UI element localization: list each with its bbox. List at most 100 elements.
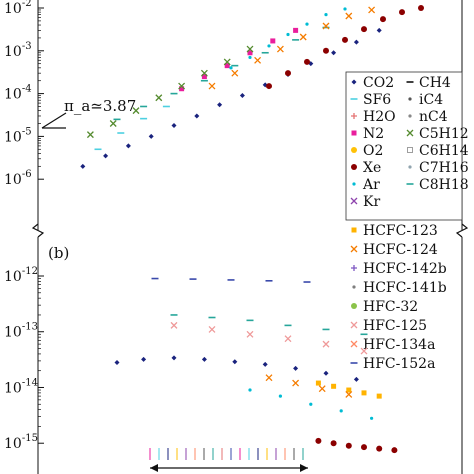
- legend-box: [345, 71, 463, 221]
- y-tick-exponent: -3: [22, 41, 32, 52]
- y-tick-label: 10-3: [4, 41, 32, 60]
- point-co2: [239, 93, 245, 99]
- legend-label-c8h18: C8H18: [419, 177, 469, 193]
- legend-label-ar: Ar: [362, 177, 380, 193]
- y-tick-exponent: -12: [22, 266, 38, 277]
- point-hcfc-124: [299, 33, 307, 41]
- point-co2: [353, 376, 359, 382]
- point-hcfc-124: [265, 374, 273, 382]
- point-co2: [114, 360, 120, 366]
- slope-annotation: π_a≃3.87: [64, 97, 136, 115]
- point-ar: [324, 13, 328, 17]
- panel-a: 10-2 10-3 10-4 10-5 10-6 π_a≃3.87 CO2SF6H2ON…: [4, 0, 469, 372]
- y-tick-exponent: -2: [22, 0, 32, 9]
- point-co2: [331, 50, 337, 56]
- legend-marker-hfc-125: [350, 321, 358, 329]
- point-c5h12: [86, 131, 94, 139]
- y-tick-label: 10-14: [4, 377, 38, 396]
- point-hfc-125: [322, 340, 330, 348]
- legend-label-hcfc-141b: HCFC-141b: [363, 280, 447, 296]
- point-n2: [247, 50, 253, 56]
- point-hcfc-124: [292, 379, 300, 387]
- point-hfc-125: [284, 335, 292, 343]
- point-co2: [217, 102, 223, 108]
- point-co2: [171, 122, 177, 128]
- point-co2: [194, 113, 200, 119]
- legend-marker-hcfc-142b: [351, 265, 357, 271]
- point-co2: [353, 39, 359, 45]
- point-hfc-125: [360, 347, 368, 355]
- point-hcfc-124: [368, 6, 376, 14]
- legend-marker-co2: [351, 79, 357, 85]
- y-tick-exponent: -14: [22, 377, 38, 388]
- legend-label-ch4: CH4: [419, 75, 451, 91]
- legend-marker-hcfc-141b: [352, 285, 356, 289]
- legend-label-co2: CO2: [363, 75, 394, 91]
- point-hcfc-123: [346, 387, 352, 393]
- point-hcfc-124: [322, 22, 330, 30]
- point-xe: [418, 5, 424, 11]
- legend-label-hcfc-123: HCFC-123: [363, 223, 438, 239]
- point-ar: [305, 22, 309, 26]
- legend-label-c5h12: C5H12: [419, 126, 469, 142]
- legend-label-c7h16: C7H16: [419, 160, 469, 176]
- y-tick-label: 10-13: [4, 322, 38, 341]
- point-co2: [293, 365, 299, 371]
- point-xe: [304, 58, 310, 65]
- legend-marker-n2: [351, 130, 357, 136]
- point-xe: [330, 440, 337, 447]
- point-ar: [286, 32, 290, 37]
- legend-marker-c6h14: [407, 147, 413, 153]
- point-hcfc-123: [376, 393, 382, 399]
- point-hcfc-124: [276, 45, 284, 53]
- legend-label-o2: O2: [363, 143, 383, 159]
- y-tick-label: 10-5: [4, 126, 32, 145]
- point-hcfc-124: [254, 56, 262, 64]
- point-xe: [380, 16, 386, 23]
- axis-break-right: [455, 223, 469, 238]
- point-xe: [399, 9, 405, 16]
- point-c5h12: [132, 107, 140, 115]
- point-xe: [323, 47, 329, 54]
- legend-marker-kr: [350, 197, 358, 205]
- legend-label-h2o: H2O: [363, 109, 396, 125]
- point-co2: [125, 143, 131, 149]
- point-c5h12: [246, 45, 254, 53]
- panel-b-label: (b): [48, 244, 69, 262]
- y-tick-exponent: -4: [22, 84, 32, 95]
- point-hfc-125: [170, 321, 178, 329]
- y-tick-label: 10-15: [4, 433, 38, 452]
- point-hcfc-124: [231, 69, 239, 77]
- point-c5h12: [223, 58, 231, 66]
- y-tick-label: 10-4: [4, 84, 32, 103]
- legend-label-ic4: iC4: [419, 92, 443, 108]
- point-hcfc-124: [345, 390, 353, 398]
- point-co2: [171, 355, 177, 361]
- panel-b-marks: [114, 277, 398, 454]
- legend-label-hfc-125: HFC-125: [363, 318, 427, 334]
- point-ar: [229, 66, 233, 70]
- point-co2: [103, 153, 109, 159]
- point-co2: [376, 27, 382, 33]
- range-arrow-left-head: [150, 464, 158, 472]
- legend-marker-c7h16: [408, 165, 412, 169]
- legend-marker-ar: [352, 182, 356, 186]
- point-ar: [267, 44, 271, 48]
- range-arrow-right-head: [300, 464, 308, 472]
- legend-label-hcfc-142b: HCFC-142b: [363, 261, 447, 277]
- point-xe: [315, 437, 322, 444]
- legend-label-sf6: SF6: [363, 92, 391, 108]
- point-xe: [345, 442, 352, 449]
- point-c5h12: [178, 82, 186, 90]
- point-hcfc-123: [331, 383, 337, 389]
- legend-label-xe: Xe: [363, 160, 381, 176]
- point-ar: [248, 55, 252, 60]
- point-n2: [270, 38, 276, 44]
- point-xe: [285, 70, 291, 77]
- point-co2: [262, 361, 268, 367]
- point-hcfc-124: [345, 12, 353, 20]
- point-hfc-125: [246, 330, 254, 338]
- point-co2: [148, 133, 154, 139]
